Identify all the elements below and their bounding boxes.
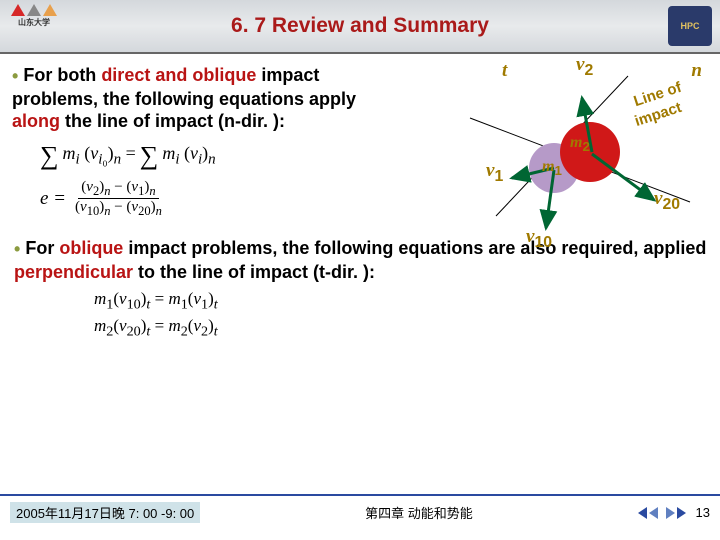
eq2-line1: m1(v10)t = m1(v1)t [94,289,708,313]
impact-diagram: t v2 n Line of impact m2 m1 v1 v20 v10 [396,58,706,248]
slide-title: 6. 7 Review and Summary [0,14,720,38]
slide-footer: 2005年11月17日晚 7: 00 -9: 00 第四章 动能和势能 13 [0,494,720,540]
label-v1: v1 [486,160,503,186]
logo-left-text: 山东大学 [18,17,50,28]
bullet-1: • For both direct and oblique impact pro… [12,64,382,133]
label-m2: m2 [570,134,590,154]
prev-icon-2[interactable] [649,507,658,519]
logo-left: 山东大学 [6,4,62,48]
label-m1: m1 [542,158,562,178]
eq2-line2: m2(v20)t = m2(v2)t [94,316,708,340]
bullet-icon: • [12,66,18,86]
prev-icon[interactable] [638,507,647,519]
page-number: 13 [696,505,710,520]
next-icon-2[interactable] [666,507,675,519]
label-v20: v20 [654,188,680,214]
logo-right: HPC [668,6,712,46]
slide-header: 山东大学 6. 7 Review and Summary HPC [0,0,720,54]
equations-2: m1(v10)t = m1(v1)t m2(v20)t = m2(v2)t [94,289,708,341]
next-icon[interactable] [677,507,686,519]
label-t: t [502,60,507,82]
label-v10: v10 [526,226,552,252]
footer-date: 2005年11月17日晚 7: 00 -9: 00 [10,502,200,523]
footer-rule [0,494,720,496]
label-v2: v2 [576,54,593,80]
slide-content: • For both direct and oblique impact pro… [0,54,720,484]
label-n: n [691,60,702,82]
bullet-icon: • [14,239,20,259]
footer-chapter: 第四章 动能和势能 [365,503,473,522]
footer-right-group: 13 [638,505,710,520]
nav-arrows[interactable] [638,507,686,519]
